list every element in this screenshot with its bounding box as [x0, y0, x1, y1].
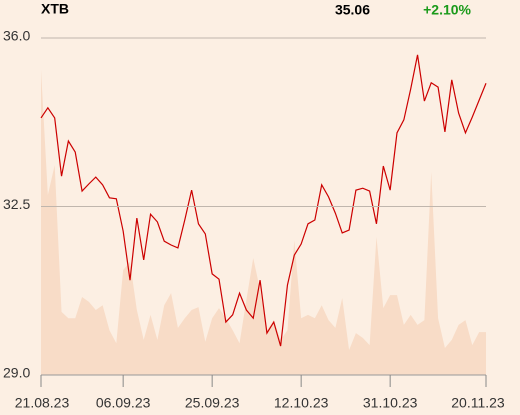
x-tick-label: 20.11.23 — [451, 395, 505, 411]
price: 35.06 — [335, 2, 370, 18]
x-tick-label: 06.09.23 — [96, 395, 151, 411]
x-tick-label: 12.10.23 — [274, 395, 329, 411]
volume-area — [41, 69, 486, 376]
price-line — [40, 54, 487, 347]
y-tick-label: 36.0 — [3, 28, 30, 44]
change: +2.10% — [423, 2, 471, 18]
y-tick-label: 29.0 — [3, 365, 30, 381]
symbol: XTB — [41, 1, 69, 17]
y-tick-label: 32.5 — [3, 196, 30, 212]
x-tick-label: 21.08.23 — [15, 395, 70, 411]
x-tick-label: 25.09.23 — [185, 395, 240, 411]
x-tick-label: 31.10.23 — [363, 395, 418, 411]
